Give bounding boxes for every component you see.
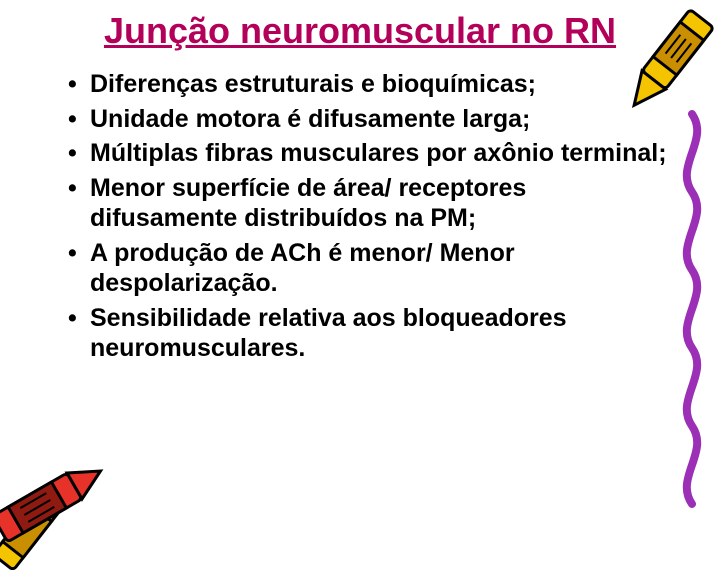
- squiggle-icon: [670, 110, 714, 510]
- list-item: Sensibilidade relativa aos bloqueadores …: [68, 303, 670, 364]
- list-item: Múltiplas fibras musculares por axônio t…: [68, 138, 670, 169]
- list-item: Unidade motora é difusamente larga;: [68, 104, 670, 135]
- crayon-icon: [0, 444, 122, 554]
- list-item: A produção de ACh é menor/ Menor despola…: [68, 238, 670, 299]
- list-item: Diferenças estruturais e bioquímicas;: [68, 69, 670, 100]
- bullet-list: Diferenças estruturais e bioquímicas; Un…: [50, 69, 670, 364]
- slide-title: Junção neuromuscular no RN: [50, 10, 670, 51]
- slide: Junção neuromuscular no RN Diferenças es…: [0, 0, 720, 540]
- list-item: Menor superfície de área/ receptores dif…: [68, 173, 670, 234]
